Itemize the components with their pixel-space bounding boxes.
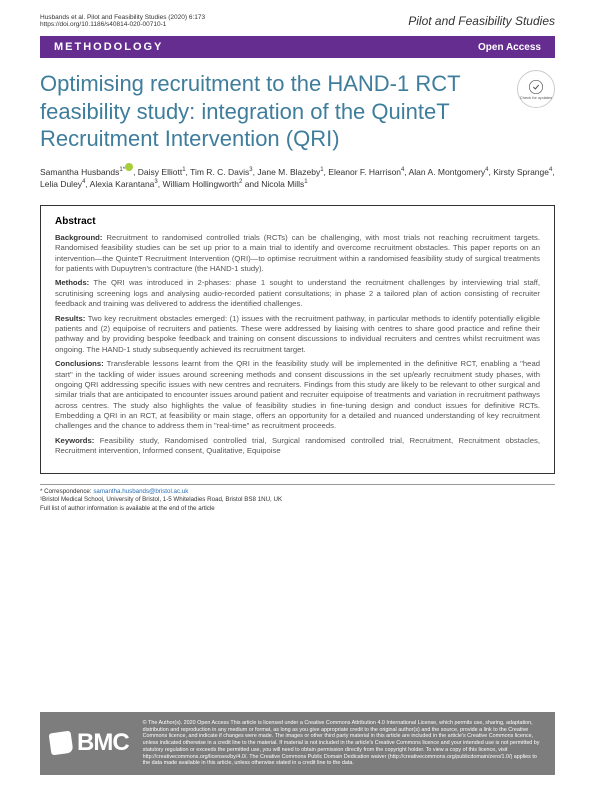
abstract-box: Abstract Background: Recruitment to rand… <box>40 205 555 474</box>
citation: Husbands et al. Pilot and Feasibility St… <box>40 14 408 28</box>
article-title: Optimising recruitment to the HAND-1 RCT… <box>40 70 507 153</box>
abstract-conclusions: Conclusions: Transferable lessons learnt… <box>55 359 540 432</box>
citation-line: Husbands et al. Pilot and Feasibility St… <box>40 14 205 21</box>
authors: Samantha Husbands1*, Daisy Elliott1, Tim… <box>40 163 555 191</box>
abstract-methods: Methods: The QRI was introduced in 2-pha… <box>55 278 540 309</box>
open-access-label: Open Access <box>478 42 541 53</box>
correspondence-email[interactable]: samantha.husbands@bristol.ac.uk <box>93 488 188 495</box>
bmc-logo: BMC <box>50 720 129 767</box>
abstract-heading: Abstract <box>55 216 540 227</box>
doi: https://doi.org/10.1186/s40814-020-00710… <box>40 21 166 28</box>
correspondence: * Correspondence: samantha.husbands@bris… <box>40 484 555 514</box>
footer: BMC © The Author(s). 2020 Open Access Th… <box>40 712 555 775</box>
correspondence-affil: ¹Bristol Medical School, University of B… <box>40 496 282 503</box>
check-updates-text: Check for updates <box>520 95 552 100</box>
abstract-background: Background: Recruitment to randomised co… <box>55 233 540 275</box>
category-bar: METHODOLOGY Open Access <box>40 36 555 58</box>
journal-name: Pilot and Feasibility Studies <box>408 14 555 28</box>
footer-license-text: © The Author(s). 2020 Open Access This a… <box>143 720 545 767</box>
category-label: METHODOLOGY <box>54 41 163 53</box>
abstract-keywords: Keywords: Feasibility study, Randomised … <box>55 436 540 457</box>
check-updates-icon <box>528 79 544 95</box>
check-updates-badge[interactable]: Check for updates <box>517 70 555 108</box>
abstract-results: Results: Two key recruitment obstacles e… <box>55 314 540 356</box>
title-row: Optimising recruitment to the HAND-1 RCT… <box>40 70 555 153</box>
correspondence-label: * Correspondence: <box>40 488 92 495</box>
correspondence-note: Full list of author information is avail… <box>40 505 215 512</box>
header: Husbands et al. Pilot and Feasibility St… <box>0 0 595 30</box>
